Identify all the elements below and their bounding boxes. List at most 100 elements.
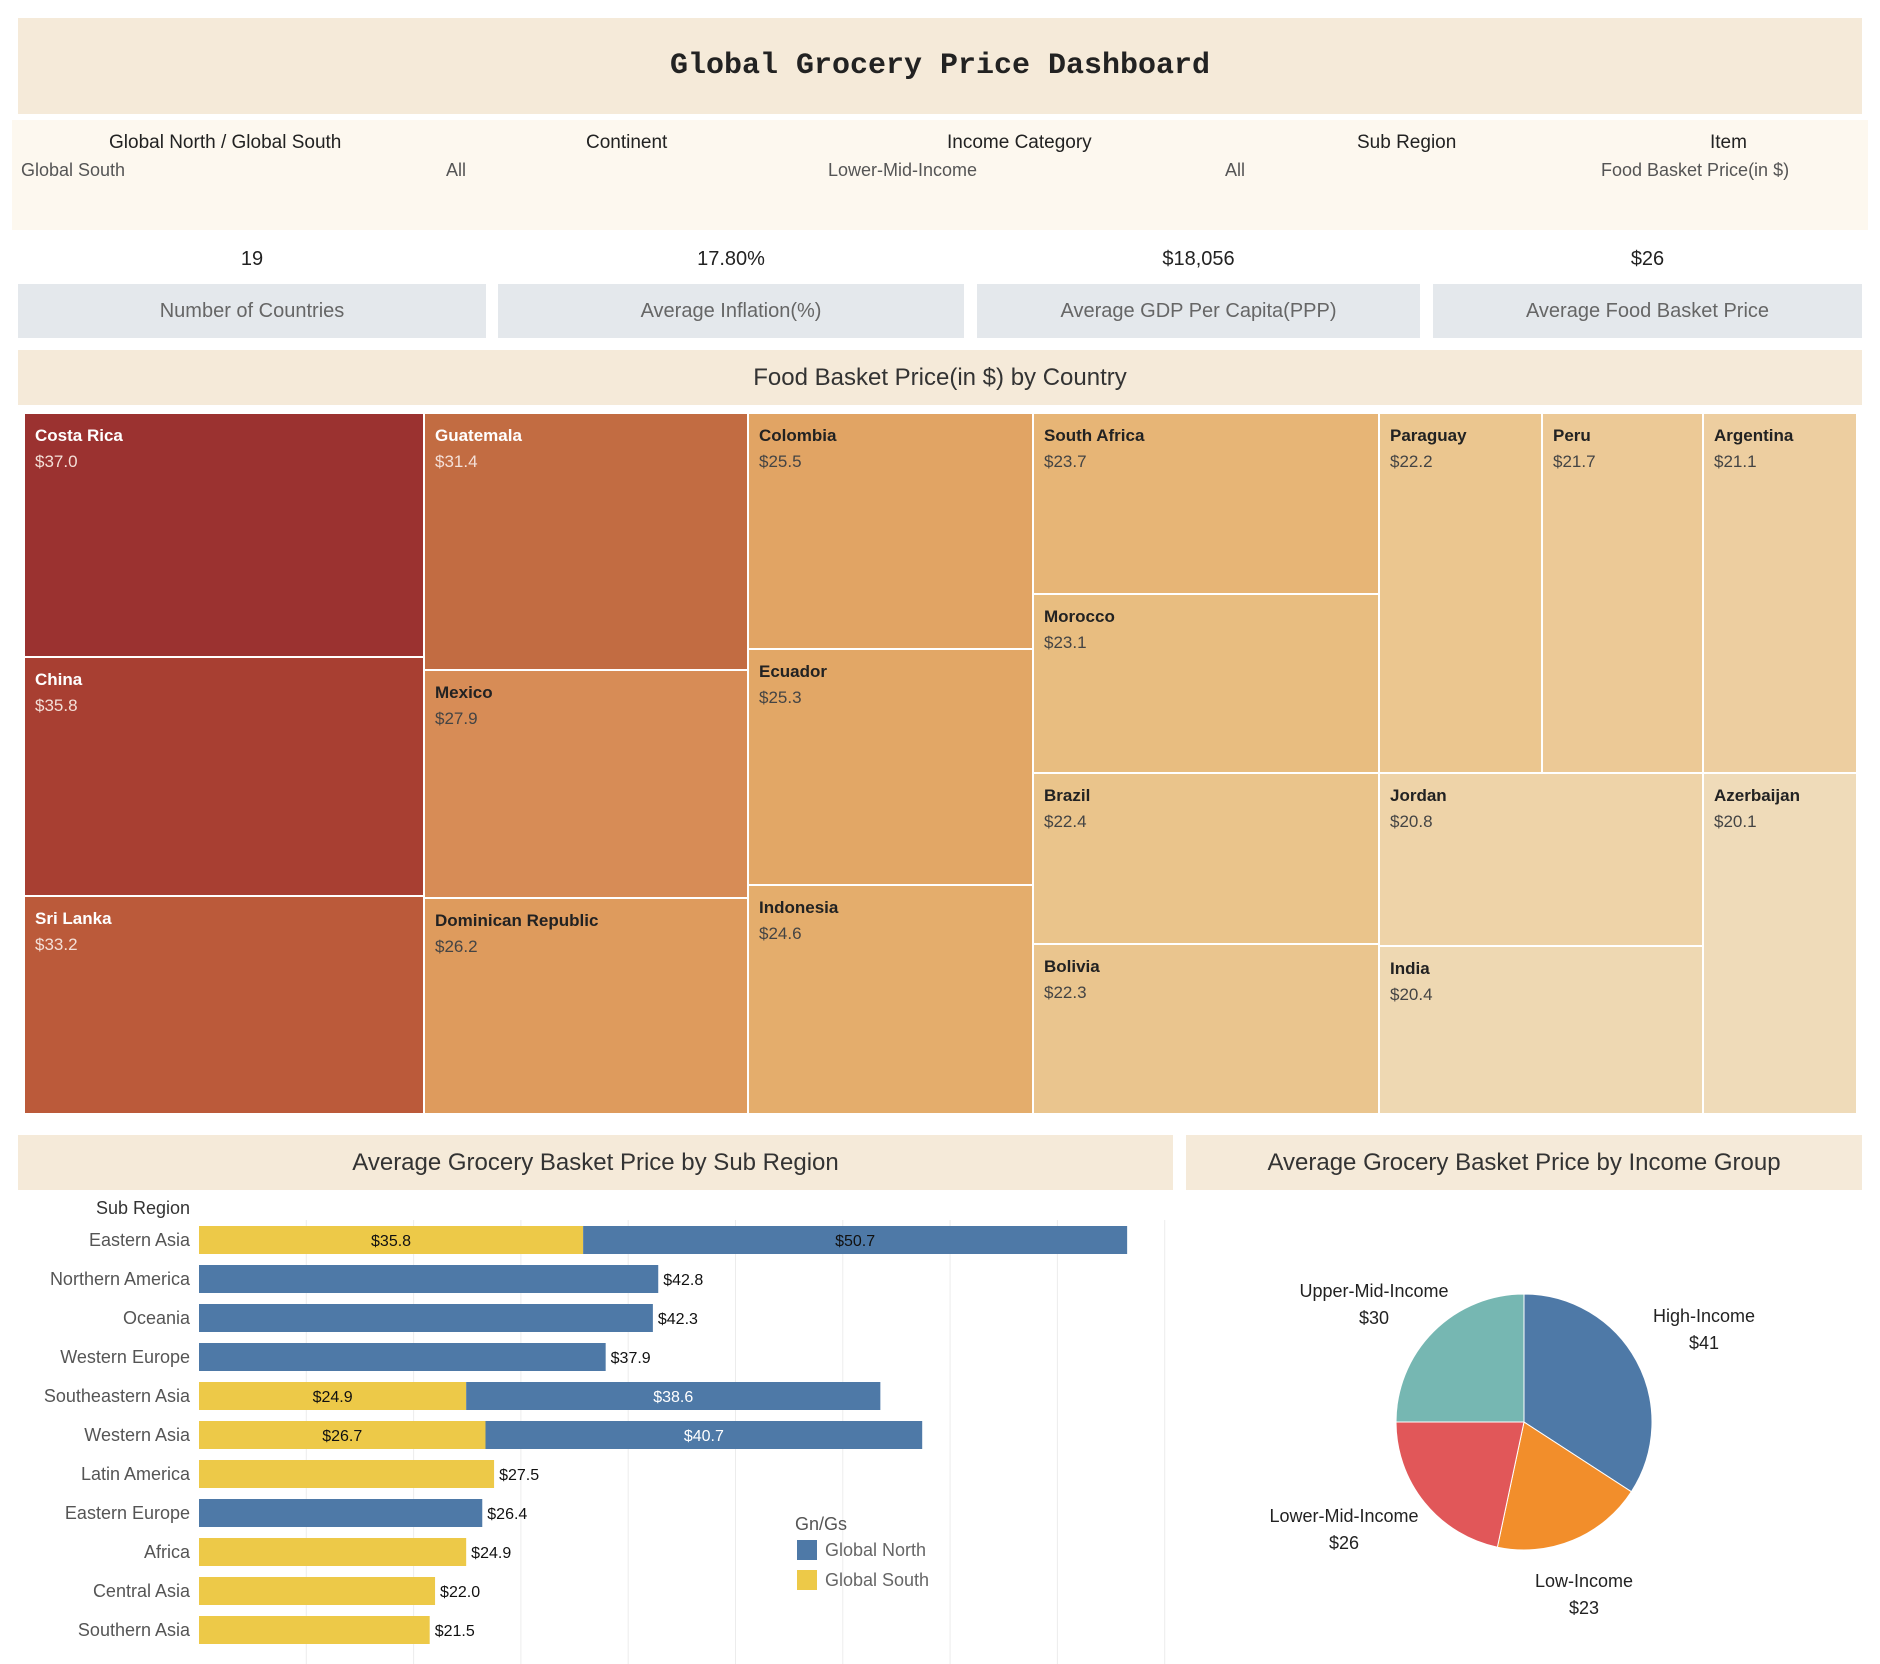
income-group-pie-chart: High-Income $41 Low-Income $23 Lower-Mid-Inc… xyxy=(1269,1281,1755,1618)
treemap-tile-ecuador[interactable]: Ecuador $25.3 xyxy=(749,650,1034,886)
filter-label-gn-gs: Global North / Global South xyxy=(109,132,342,153)
treemap-tile-country: Azerbaijan xyxy=(1714,786,1800,805)
bar-data-label: $21.5 xyxy=(435,1623,475,1640)
treemap-tile-costa-rica[interactable]: Costa Rica $37.0 xyxy=(25,414,425,658)
treemap-tile-morocco[interactable]: Morocco $23.1 xyxy=(1034,595,1380,774)
sub-region-bar-chart: Sub Region Eastern Asia $35.8 $50.7 Northern… xyxy=(44,1198,1166,1664)
bar-data-label: $40.7 xyxy=(684,1428,724,1445)
bar-global-south xyxy=(199,1577,436,1605)
treemap-tile-paraguay[interactable]: Paraguay $22.2 xyxy=(1380,414,1543,774)
legend-swatch xyxy=(797,1570,817,1590)
kpi-inflation-value: 17.80% xyxy=(697,248,765,270)
treemap-tile-mexico[interactable]: Mexico $27.9 xyxy=(425,671,749,899)
bar-category-label: Oceania xyxy=(123,1308,191,1328)
treemap-tile-price: $26.2 xyxy=(435,937,478,956)
treemap-tile-price: $23.7 xyxy=(1044,452,1087,471)
treemap-tile-india[interactable]: India $20.4 xyxy=(1380,947,1704,1115)
bar-category-label: Western Asia xyxy=(84,1425,191,1445)
pie-slice-label: Low-Income xyxy=(1535,1571,1633,1591)
treemap-tile-colombia[interactable]: Colombia $25.5 xyxy=(749,414,1034,650)
bar-data-label: $42.8 xyxy=(663,1272,703,1289)
treemap-tile-country: Dominican Republic xyxy=(435,911,599,930)
filter-label-subregion: Sub Region xyxy=(1357,132,1457,153)
treemap-tile-country: Brazil xyxy=(1044,786,1091,805)
filter-value-subregion[interactable]: All xyxy=(1225,160,1246,180)
legend-item-label: Global North xyxy=(825,1540,926,1560)
kpi-basket-value: $26 xyxy=(1630,248,1665,270)
bar-data-label: $27.5 xyxy=(499,1467,539,1484)
treemap-tile-country: Costa Rica xyxy=(35,426,123,445)
treemap-tile-price: $25.3 xyxy=(759,688,802,707)
bar-global-south xyxy=(199,1538,467,1566)
bar-data-label: $24.9 xyxy=(471,1545,511,1562)
filter-value-income[interactable]: Lower-Mid-Income xyxy=(828,160,978,180)
treemap-tile-price: $21.7 xyxy=(1553,452,1596,471)
bar-data-label: $24.9 xyxy=(313,1389,353,1406)
bar-data-label: $50.7 xyxy=(835,1233,875,1250)
bar-global-north xyxy=(466,1382,881,1410)
legend-title: Gn/Gs xyxy=(795,1514,847,1534)
treemap-tile-brazil[interactable]: Brazil $22.4 xyxy=(1034,774,1380,945)
bar-data-label: $42.3 xyxy=(658,1311,698,1328)
pie-chart-title: Average Grocery Basket Price by Income G… xyxy=(1267,1148,1781,1176)
filter-value-continent[interactable]: All xyxy=(446,160,467,180)
treemap-tile-price: $31.4 xyxy=(435,452,478,471)
treemap-tile-peru[interactable]: Peru $21.7 xyxy=(1543,414,1704,774)
treemap-tile-price: $21.1 xyxy=(1714,452,1757,471)
treemap-tile-indonesia[interactable]: Indonesia $24.6 xyxy=(749,886,1034,1115)
treemap-tile-jordan[interactable]: Jordan $20.8 xyxy=(1380,774,1704,947)
treemap-tile-price: $22.4 xyxy=(1044,812,1087,831)
bar-global-north xyxy=(583,1226,1128,1254)
treemap-tile-price: $20.4 xyxy=(1390,985,1433,1004)
treemap-tile-sri-lanka[interactable]: Sri Lanka $33.2 xyxy=(25,897,425,1115)
bar-global-south xyxy=(199,1382,467,1410)
treemap-tile-price: $22.3 xyxy=(1044,983,1087,1002)
kpi-basket-label: Average Food Basket Price xyxy=(1433,284,1862,338)
bar-global-south xyxy=(199,1460,495,1488)
treemap-title: Food Basket Price(in $) by Country xyxy=(753,363,1127,391)
bar-global-north xyxy=(485,1421,923,1449)
pie-slice-value: $23 xyxy=(1569,1598,1599,1618)
dashboard-title: Global Grocery Price Dashboard xyxy=(669,49,1211,83)
bar-global-north xyxy=(199,1265,659,1293)
treemap-tile-price: $37.0 xyxy=(35,452,78,471)
treemap-tile-country: South Africa xyxy=(1044,426,1145,445)
treemap-tile-price: $22.2 xyxy=(1390,452,1433,471)
filter-bar xyxy=(12,120,1868,230)
treemap-tile-china[interactable]: China $35.8 xyxy=(25,658,425,897)
treemap-tile-country: China xyxy=(35,670,83,689)
bar-global-north xyxy=(199,1304,653,1332)
treemap-tile-south-africa[interactable]: South Africa $23.7 xyxy=(1034,414,1380,595)
kpi-gdp-label: Average GDP Per Capita(PPP) xyxy=(977,284,1420,338)
pie-slice-label: High-Income xyxy=(1653,1306,1755,1326)
kpi-inflation-label: Average Inflation(%) xyxy=(498,284,964,338)
treemap-tile-country: Paraguay xyxy=(1390,426,1467,445)
treemap-tile-bolivia[interactable]: Bolivia $22.3 xyxy=(1034,945,1380,1115)
treemap-tile-argentina[interactable]: Argentina $21.1 xyxy=(1704,414,1858,774)
treemap-tile-country: Peru xyxy=(1553,426,1591,445)
bar-global-north xyxy=(199,1343,606,1371)
treemap-tile-dominican-republic[interactable]: Dominican Republic $26.2 xyxy=(425,899,749,1115)
treemap-tile-price: $20.1 xyxy=(1714,812,1757,831)
filter-value-item[interactable]: Food Basket Price(in $) xyxy=(1601,160,1790,180)
treemap-tile-azerbaijan[interactable]: Azerbaijan $20.1 xyxy=(1704,774,1858,1115)
treemap-tile-country: Bolivia xyxy=(1044,957,1100,976)
treemap-tile-price: $20.8 xyxy=(1390,812,1433,831)
treemap-tile-price: $35.8 xyxy=(35,696,78,715)
kpi-gdp-value: $18,056 xyxy=(1162,248,1235,270)
bar-category-label: Central Asia xyxy=(93,1581,191,1601)
dashboard-title-band: Global Grocery Price Dashboard xyxy=(18,18,1862,114)
filter-value-gn-gs[interactable]: Global South xyxy=(21,160,126,180)
treemap-tile-country: India xyxy=(1390,959,1430,978)
treemap-tile-country: Sri Lanka xyxy=(35,909,112,928)
treemap-tile-price: $25.5 xyxy=(759,452,802,471)
legend-swatch xyxy=(797,1540,817,1560)
bar-chart-title: Average Grocery Basket Price by Sub Regi… xyxy=(352,1148,839,1176)
bar-category-label: Southeastern Asia xyxy=(44,1386,191,1406)
bar-global-south xyxy=(199,1226,584,1254)
treemap-tile-guatemala[interactable]: Guatemala $31.4 xyxy=(425,414,749,671)
treemap-tile-price: $23.1 xyxy=(1044,633,1087,652)
pie-chart-title-band: Average Grocery Basket Price by Income G… xyxy=(1186,1135,1862,1190)
bar-category-label: Eastern Europe xyxy=(65,1503,190,1523)
treemap-tile-country: Morocco xyxy=(1044,607,1115,626)
